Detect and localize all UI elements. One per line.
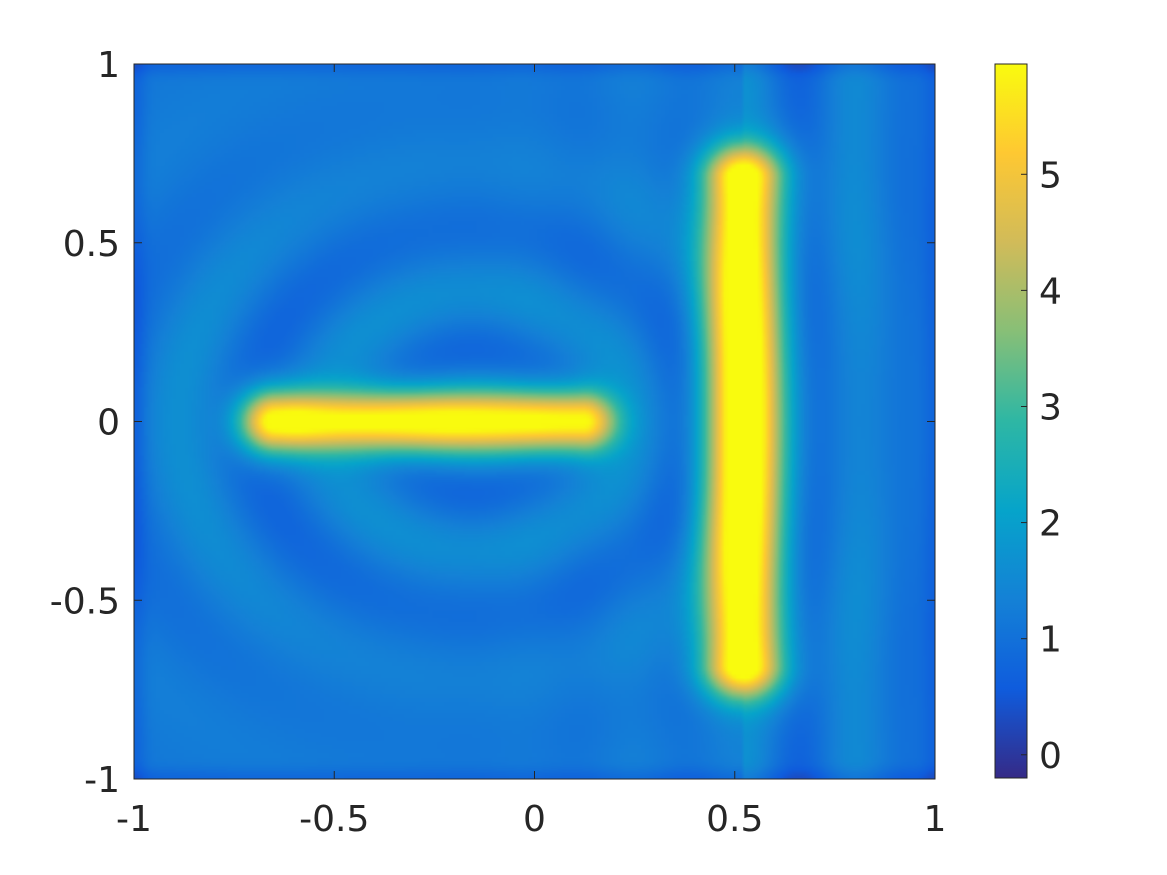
- x-tick-label: -1: [116, 799, 152, 840]
- colorbar-tick-label: 1: [1039, 620, 1062, 661]
- x-axis: -1 -0.5 0 0.5 1: [116, 64, 946, 840]
- y-tick-label: -1: [84, 760, 120, 801]
- x-tick-label: 0: [523, 799, 546, 840]
- x-tick-label: 0.5: [706, 799, 763, 840]
- colorbar-tick-label: 2: [1039, 504, 1062, 545]
- colorbar: 0 1 2 3 4 5: [994, 63, 1062, 779]
- colorbar-tick-label: 3: [1039, 387, 1062, 428]
- colorbar-ticks: 0 1 2 3 4 5: [1021, 155, 1062, 777]
- y-tick-label: 1: [97, 45, 120, 86]
- colorbar-gradient: [994, 63, 1028, 779]
- colorbar-tick-label: 0: [1039, 736, 1062, 777]
- x-tick-label: 1: [924, 799, 947, 840]
- y-tick-label: 0: [97, 403, 120, 444]
- colorbar-tick-label: 5: [1039, 155, 1062, 196]
- heatmap-image: [134, 64, 935, 779]
- y-tick-label: 0.5: [63, 224, 120, 265]
- x-tick-label: -0.5: [299, 799, 369, 840]
- y-axis: 1 0.5 0 -0.5 -1: [50, 45, 935, 801]
- heatmap-plot: [134, 64, 935, 779]
- y-tick-label: -0.5: [50, 581, 120, 622]
- colorbar-tick-label: 4: [1039, 271, 1062, 312]
